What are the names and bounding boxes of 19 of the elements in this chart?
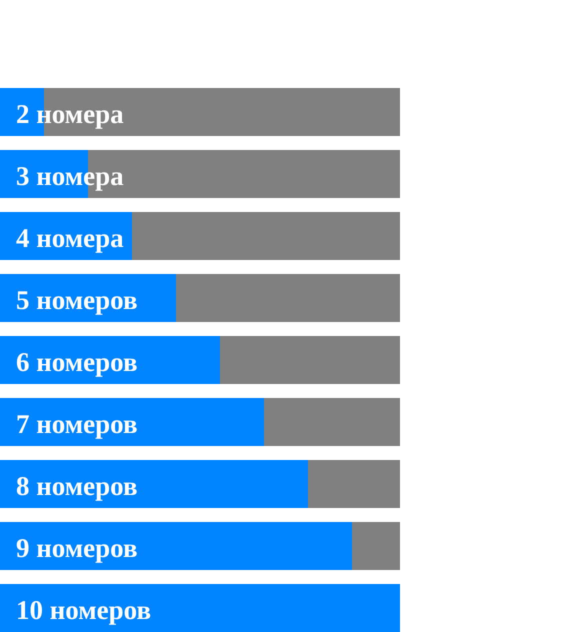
- y-tick-label: 10 номеров: [16, 595, 152, 625]
- bar: [352, 522, 400, 570]
- bar: [0, 460, 308, 508]
- bar: [264, 398, 400, 446]
- y-tick-label: 6 номеров: [16, 347, 138, 377]
- bar: [0, 336, 220, 384]
- bar: [0, 398, 264, 446]
- y-tick-label: 3 номера: [16, 161, 124, 191]
- y-tick-label: 7 номеров: [16, 409, 138, 439]
- y-tick-label: 5 номеров: [16, 285, 138, 315]
- bar: [0, 584, 400, 632]
- bar: [0, 522, 352, 570]
- y-tick-label: 9 номеров: [16, 533, 138, 563]
- bar: [176, 274, 400, 322]
- y-tick-label: 4 номера: [16, 223, 124, 253]
- bar: [220, 336, 400, 384]
- bar: [132, 212, 400, 260]
- y-tick-label: 8 номеров: [16, 471, 138, 501]
- bar: [308, 460, 400, 508]
